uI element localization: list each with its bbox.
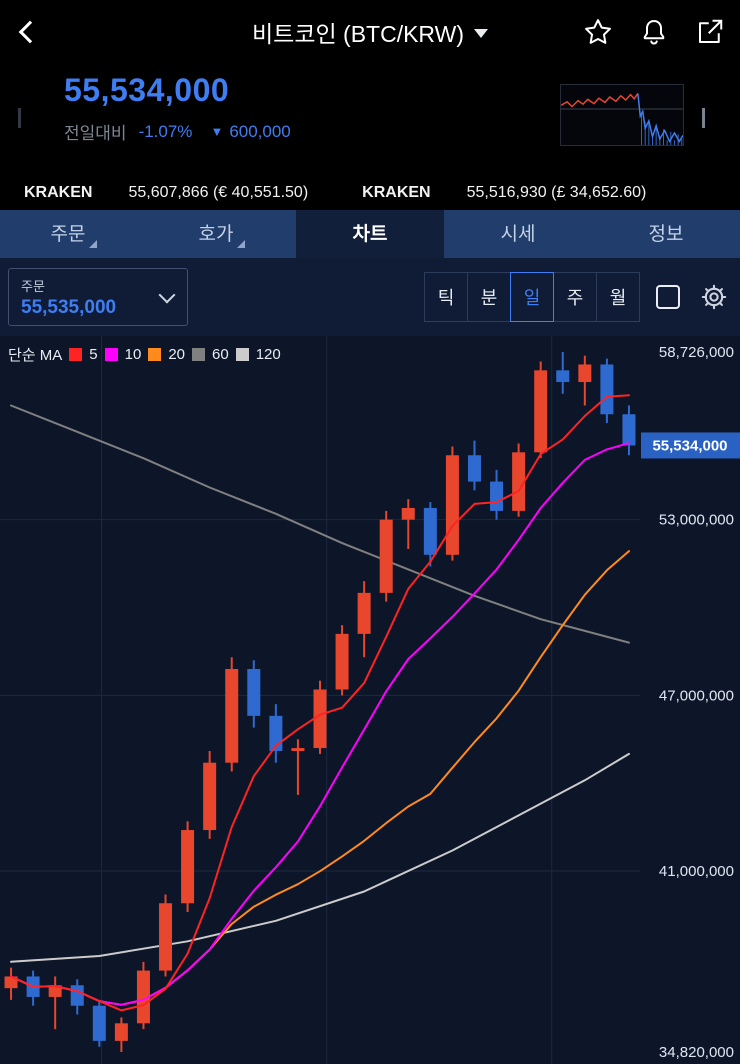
svg-text:41,000,000: 41,000,000 — [659, 863, 734, 880]
tab-orderbook[interactable]: 호가 — [148, 210, 296, 258]
period-day-button[interactable]: 일 — [510, 272, 554, 322]
ma-swatch-label: 20 — [168, 346, 185, 363]
ma-legend: 단순 MA 5 10 20 60 120 — [8, 344, 281, 365]
chart-area: 단순 MA 5 10 20 60 120 58,726,000 53,000,000 47,0… — [0, 336, 740, 1064]
carousel-next-button[interactable] — [702, 108, 724, 130]
tab-label: 호가 — [198, 224, 234, 245]
share-button[interactable] — [694, 16, 726, 48]
svg-text:47,000,000: 47,000,000 — [659, 687, 734, 704]
order-price-select[interactable]: 주문 55,535,000 — [8, 268, 188, 326]
carousel-prev-button[interactable] — [18, 108, 40, 130]
current-price: 55,534,000 — [64, 72, 230, 108]
svg-text:34,820,000: 34,820,000 — [659, 1044, 734, 1061]
header-actions — [582, 16, 726, 48]
candlestick-chart[interactable]: 58,726,000 53,000,000 47,000,000 41,000,000… — [0, 336, 740, 1064]
tab-label: 주문 — [50, 224, 86, 245]
star-icon — [585, 19, 611, 44]
change-down-arrow-icon: ▼ — [210, 124, 224, 139]
tab-order[interactable]: 주문 — [0, 210, 148, 258]
mini-chart-preview[interactable] — [560, 84, 684, 146]
period-month-button[interactable]: 월 — [596, 272, 640, 322]
ma-swatch-label: 5 — [89, 346, 98, 363]
app-header: 비트코인 (BTC/KRW) — [0, 0, 740, 64]
tab-bar: 주문 호가 차트 시세 정보 — [0, 210, 740, 258]
dropdown-triangle-icon — [237, 240, 246, 248]
ma-swatch-120 — [235, 348, 249, 361]
ma-swatch-5 — [69, 348, 83, 361]
alert-button[interactable] — [638, 16, 670, 48]
square-outline-icon — [656, 285, 680, 309]
change-label: 전일대비 — [64, 124, 127, 143]
change-percent: -1.07% — [138, 121, 193, 141]
sparkline-chart — [561, 85, 683, 145]
ma-swatch-60 — [192, 348, 205, 361]
dropdown-triangle-icon — [89, 240, 98, 248]
gear-icon — [701, 284, 727, 310]
ma-swatch-label: 120 — [255, 346, 281, 363]
ticker-exchange: KRAKEN — [362, 184, 431, 201]
favorite-button[interactable] — [582, 16, 614, 48]
ticker-exchange: KRAKEN — [24, 184, 93, 201]
page-title: 비트코인 (BTC/KRW) — [252, 21, 464, 47]
svg-text:55,534,000: 55,534,000 — [652, 437, 727, 454]
period-minute-button[interactable]: 분 — [467, 272, 511, 322]
pair-title-dropdown[interactable]: 비트코인 (BTC/KRW) — [252, 15, 488, 49]
price-panel: 55,534,000 전일대비 -1.07% ▼ 600,000 — [0, 64, 740, 176]
title-dropdown-caret-icon — [473, 29, 488, 38]
ma-swatch-10 — [104, 348, 118, 361]
period-tick-button[interactable]: 틱 — [424, 272, 468, 322]
bell-icon — [643, 20, 665, 45]
chart-controls: 주문 55,535,000 틱 분 일 주 월 — [0, 258, 740, 336]
period-button-group: 틱 분 일 주 월 — [424, 272, 640, 322]
exchange-ticker: KRAKEN 55,607,866 (€ 40,551.50) KRAKEN 5… — [0, 176, 740, 210]
period-week-button[interactable]: 주 — [553, 272, 597, 322]
ticker-value: 55,516,930 (£ 34,652.60) — [466, 184, 647, 201]
tab-label: 차트 — [352, 224, 388, 245]
ma-swatch-label: 10 — [124, 346, 142, 363]
svg-text:58,726,000: 58,726,000 — [659, 344, 734, 361]
change-amount: 600,000 — [229, 121, 291, 141]
share-icon — [699, 19, 723, 43]
chart-style-button[interactable] — [652, 281, 684, 313]
svg-text:53,000,000: 53,000,000 — [659, 512, 734, 529]
tab-label: 정보 — [648, 224, 684, 245]
tab-label: 시세 — [500, 224, 536, 245]
tab-market-price[interactable]: 시세 — [444, 210, 592, 258]
back-button[interactable] — [16, 18, 46, 48]
ma-legend-title: 단순 MA — [8, 347, 63, 364]
order-select-value: 55,535,000 — [21, 297, 117, 318]
tab-info[interactable]: 정보 — [592, 210, 740, 258]
back-chevron-icon — [18, 20, 42, 44]
chevron-left-icon — [18, 108, 21, 128]
ma-swatch-20 — [148, 348, 162, 361]
tab-chart[interactable]: 차트 — [296, 210, 444, 258]
chart-settings-button[interactable] — [696, 279, 732, 315]
ticker-value: 55,607,866 (€ 40,551.50) — [128, 184, 309, 201]
chevron-right-icon — [702, 108, 705, 128]
ma-swatch-label: 60 — [212, 346, 229, 363]
order-select-label: 주문 — [21, 279, 45, 294]
